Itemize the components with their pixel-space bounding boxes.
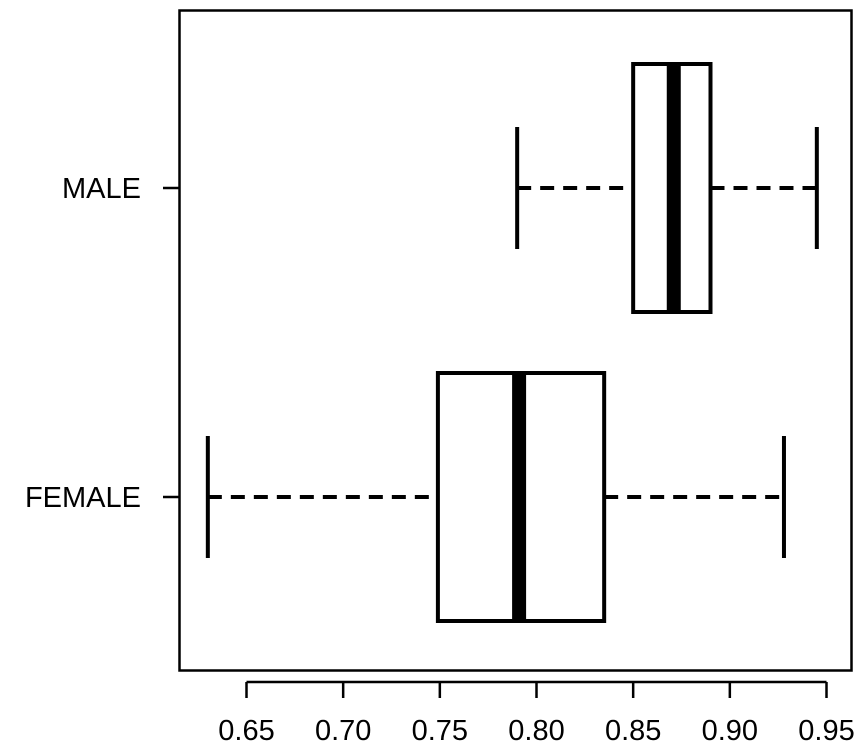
x-tick-label: 0.95: [798, 715, 854, 747]
x-tick-label: 0.75: [412, 715, 468, 747]
box-female: [205, 371, 786, 623]
x-tick-label: 0.70: [315, 715, 371, 747]
x-tick-label: 0.80: [508, 715, 564, 747]
plot-frame: [178, 9, 853, 672]
x-tick-label: 0.85: [605, 715, 661, 747]
x-tick-label: 0.90: [702, 715, 758, 747]
boxes: [205, 62, 819, 623]
y-axis: FEMALE MALE: [25, 173, 180, 514]
x-tick-label: 0.65: [218, 715, 274, 747]
x-axis: 0.65 0.70 0.75 0.80 0.85 0.90 0.95: [218, 680, 855, 747]
category-label-male: MALE: [62, 173, 141, 205]
category-label-female: FEMALE: [25, 482, 141, 514]
box-male: [515, 62, 819, 314]
